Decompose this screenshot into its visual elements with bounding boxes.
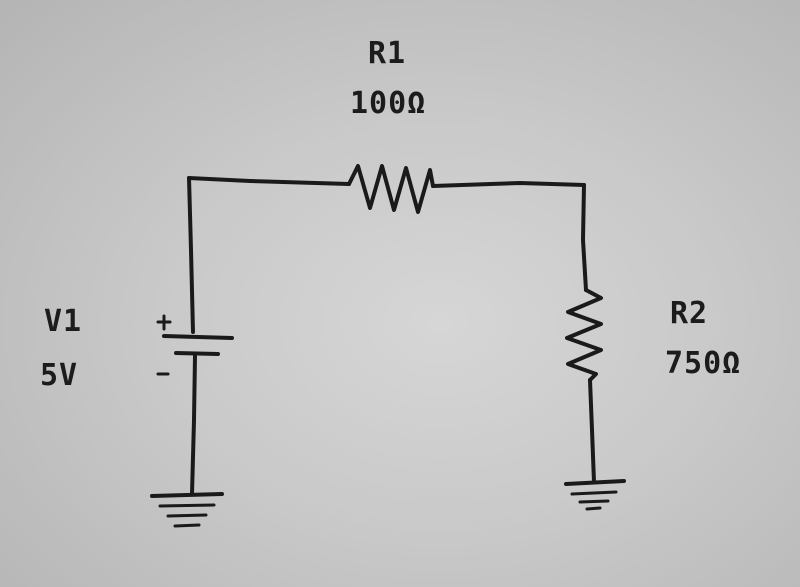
- r1-name-label: R1: [368, 36, 407, 71]
- wire-right-upper: [581, 183, 588, 292]
- resistor-r2-symbol: [565, 288, 603, 382]
- battery-v1-symbol: [156, 314, 234, 376]
- r2-value-label: 750Ω: [665, 346, 742, 381]
- wire-top-right: [431, 181, 586, 188]
- wire-top-left: [187, 176, 351, 186]
- v1-name-label: V1: [44, 304, 83, 339]
- wire-left-lower: [190, 354, 197, 496]
- v1-value-label: 5V: [40, 358, 79, 393]
- resistor-r1-symbol: [347, 164, 435, 214]
- ground-v1-symbol: [150, 492, 224, 528]
- wire-right-lower: [588, 378, 596, 484]
- r2-name-label: R2: [670, 296, 709, 331]
- wire-left-upper: [187, 176, 195, 334]
- ground-r2-symbol: [564, 479, 626, 511]
- r1-value-label: 100Ω: [350, 86, 427, 121]
